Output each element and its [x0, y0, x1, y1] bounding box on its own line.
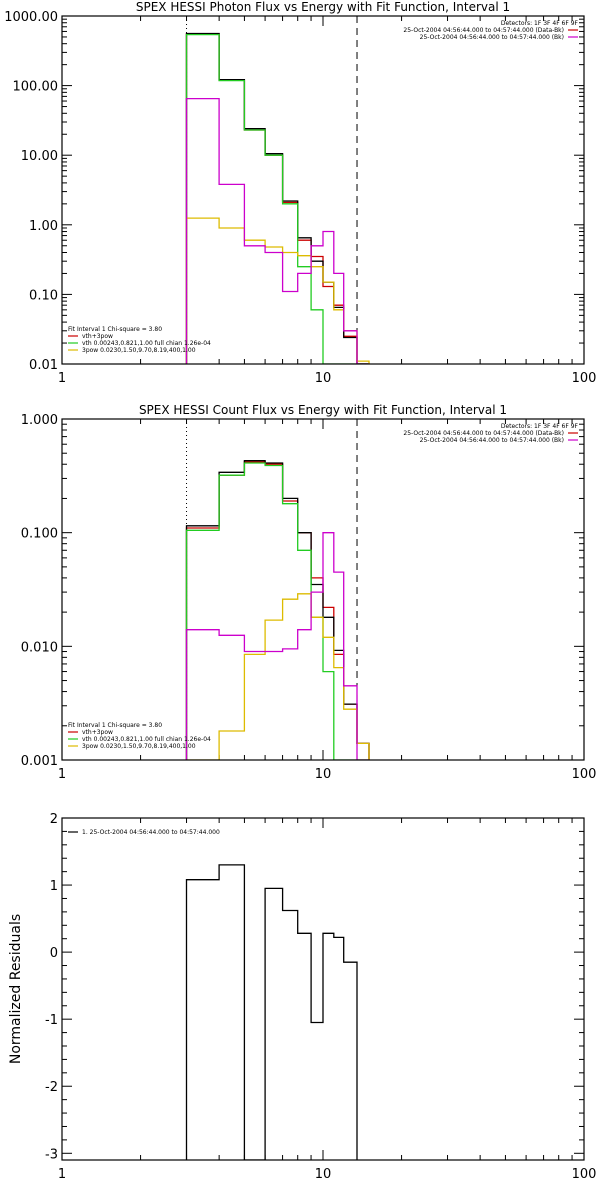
series-line-2	[185, 33, 370, 364]
legend-right-entry: 25-Oct-2004 04:56:44.000 to 04:57:44.000…	[420, 437, 564, 444]
series-group	[185, 864, 358, 1160]
legend-right-entry: 25-Oct-2004 04:56:44.000 to 04:57:44.000…	[403, 27, 564, 34]
series-group	[185, 32, 370, 364]
series-line-1	[185, 460, 370, 760]
series-line-2	[185, 462, 370, 760]
series-line-3	[185, 217, 370, 364]
series-line-1	[185, 32, 370, 364]
y-tick-label: 1.00	[29, 219, 58, 234]
legend-right-entry: 25-Oct-2004 04:56:44.000 to 04:57:44.000…	[403, 430, 564, 437]
plot-frame	[61, 817, 585, 1161]
x-tick-label: 10	[315, 371, 332, 386]
series-group	[185, 460, 370, 760]
series-line-4	[185, 97, 370, 364]
legend-left-entry: vth+3pow	[82, 729, 113, 736]
legend-left-entry: Fit Interval 1 Chi-square = 3.80	[68, 722, 162, 729]
y-tick-label: 0.001	[21, 754, 58, 769]
legend-left-entry: 3pow 0.0230,1.50,9.70,8.19,400,1.00	[82, 743, 196, 750]
y-tick-label: 100.00	[13, 80, 59, 95]
count-flux-panel: SPEX HESSI Count Flux vs Energy with Fit…	[21, 403, 597, 782]
series-line-0	[185, 864, 358, 1160]
x-tick-label: 100	[572, 767, 597, 782]
y-tick-label: 0.100	[21, 527, 58, 542]
chart-title: SPEX HESSI Count Flux vs Energy with Fit…	[139, 403, 507, 417]
legend-right-entry: Detectors: 1F 3F 4F 6F 9F	[501, 20, 579, 27]
x-tick-label: 1	[58, 371, 66, 386]
x-tick-label: 10	[315, 767, 332, 782]
y-tick-label: -2	[45, 1080, 58, 1095]
series-line-4	[185, 532, 370, 760]
residuals-panel: 1 10 100 -3 -2 -1 0 1 2 Normalized Residuals 1. 25…	[8, 812, 596, 1182]
x-tick-label: 1	[58, 767, 66, 782]
legend-left-entry: 1. 25-Oct-2004 04:56:44.000 to 04:57:44.…	[82, 829, 220, 836]
y-tick-label: 1000.00	[4, 10, 58, 25]
legend-right-entry: 25-Oct-2004 04:56:44.000 to 04:57:44.000…	[420, 34, 564, 41]
series-line-0	[185, 33, 370, 364]
y-tick-label: 10.00	[21, 149, 58, 164]
y-tick-label: 0.01	[29, 358, 58, 373]
y-tick-label: 0.010	[21, 640, 58, 655]
x-tick-label: 100	[572, 1167, 597, 1182]
y-tick-label: 1	[50, 879, 58, 894]
x-tick-label: 10	[315, 1167, 332, 1182]
y-tick-label: 2	[50, 812, 58, 827]
plot-frame	[61, 15, 585, 365]
legend-left-entry: vth 0.00243,0.821,1.00 full chian 1.26e-…	[82, 340, 211, 347]
series-line-3	[185, 593, 370, 760]
legend-right-entry: Detectors: 1F 3F 4F 6F 9F	[501, 423, 579, 430]
legend-left-entry: Fit Interval 1 Chi-square = 3.80	[68, 326, 162, 333]
series-line-0	[185, 461, 370, 760]
y-tick-label: -1	[45, 1013, 58, 1028]
legend-left-entry: vth 0.00243,0.821,1.00 full chian 1.26e-…	[82, 736, 211, 743]
x-tick-label: 1	[58, 1167, 66, 1182]
y-tick-label: 1.000	[21, 413, 58, 428]
y-tick-label: -3	[45, 1147, 58, 1162]
legend-left-entry: vth+3pow	[82, 333, 113, 340]
chart-title: SPEX HESSI Photon Flux vs Energy with Fi…	[136, 0, 510, 14]
x-tick-label: 100	[572, 371, 597, 386]
photon-flux-panel: SPEX HESSI Photon Flux vs Energy with Fi…	[4, 0, 596, 386]
plot-frame	[61, 418, 585, 761]
legend-left-entry: 3pow 0.0230,1.50,9.70,8.19,400,1.00	[82, 347, 196, 354]
y-tick-label: 0	[50, 946, 58, 961]
y-axis-label: Normalized Residuals	[8, 914, 24, 1064]
y-tick-label: 0.10	[29, 288, 58, 303]
